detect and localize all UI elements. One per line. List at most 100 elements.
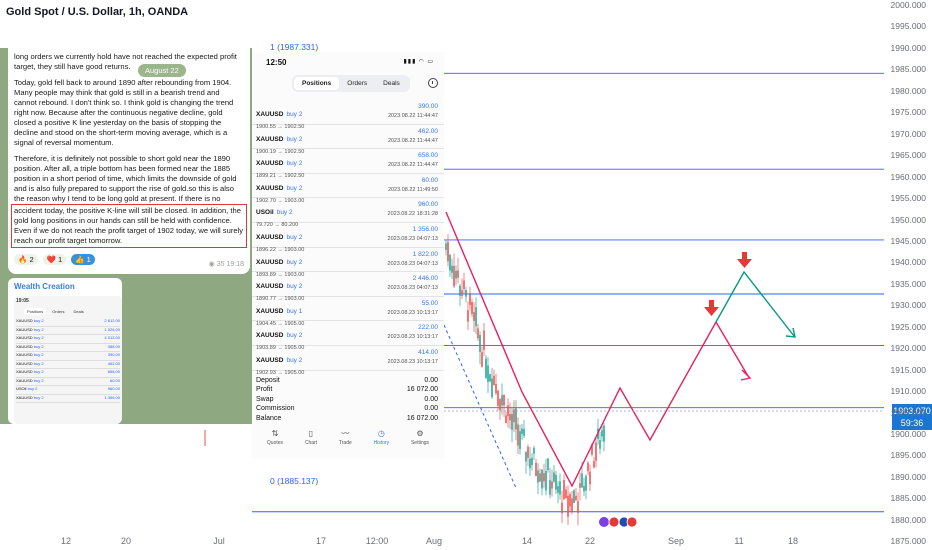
- mini-symbol: XAUUSD: [16, 326, 33, 332]
- position-row[interactable]: XAUUSD buy 2 1893.89 → 1903.00 1 822.00 2023…: [252, 248, 444, 278]
- reaction-heart[interactable]: ❤️ 1: [42, 254, 67, 265]
- candle-body: [525, 451, 527, 462]
- position-row[interactable]: XAUUSD buy 2 1890.77 → 1903.00 2 446.00 2023…: [252, 272, 444, 302]
- position-profit: 60.00: [421, 176, 438, 184]
- price-tick-label: 1940.000: [890, 257, 926, 268]
- channel-name[interactable]: Wealth Creation: [14, 282, 75, 291]
- position-symbol: USOil: [256, 209, 274, 217]
- message-paragraph-2: Therefore, it is definitely not possible…: [14, 154, 237, 203]
- position-profit: 462.00: [418, 127, 438, 135]
- candle-body: [559, 481, 561, 495]
- status-time: 12:50: [266, 58, 287, 67]
- nav-item-chart[interactable]: ▯ Chart: [305, 430, 317, 447]
- position-row[interactable]: XAUUSD buy 2 1899.21 → 1902.50 658.00 2023.0…: [252, 149, 444, 179]
- message-paragraph-1: Today, gold fell back to around 1890 aft…: [14, 78, 234, 147]
- candle-body: [457, 270, 459, 278]
- nav-item-quotes[interactable]: ⇅ Quotes: [267, 429, 283, 447]
- fire-icon: 🔥: [18, 255, 28, 264]
- candle-body: [599, 440, 601, 449]
- position-profit: 390.00: [418, 103, 438, 110]
- previous-message-text: long orders we currently hold have not r…: [14, 52, 237, 71]
- position-row[interactable]: XAUUSD buy 2 1900.19 → 1902.50 462.00 2023.0…: [252, 125, 444, 155]
- candle-body: [527, 446, 529, 458]
- candle-body: [453, 265, 455, 287]
- position-row[interactable]: XAUUSD buy 2 1903.89 → 1905.00 222.00 2023.0…: [252, 321, 444, 351]
- mini-value: 2 612.00: [104, 318, 120, 323]
- clock-icon[interactable]: [427, 78, 438, 88]
- nav-item-history[interactable]: ◷ History: [374, 430, 390, 447]
- candle-body: [543, 473, 545, 482]
- time-tick-label: Aug: [425, 536, 443, 546]
- nav-label: Settings: [410, 440, 430, 446]
- mini-position-row: XAUUSD buy 2 2 612.00: [16, 318, 120, 327]
- tab-orders[interactable]: Orders: [347, 79, 368, 87]
- position-time: 2023.08.23 10:13:17: [387, 358, 438, 365]
- position-profit: 960.00: [418, 201, 438, 209]
- reaction-count: 2: [29, 255, 34, 264]
- reactions-bar: 🔥 2 ❤️ 1 👍 1: [14, 254, 244, 265]
- price-tick-label: 1950.000: [890, 214, 926, 225]
- event-icons[interactable]: [599, 516, 638, 528]
- position-row[interactable]: XAUUSD buy 2 1900.55 → 1902.50 390.00 2023.0…: [252, 100, 444, 130]
- candle-body: [445, 243, 447, 250]
- message-meta: ◉ 35 19:18: [209, 260, 244, 270]
- price-tick-label: 1890.000: [890, 471, 926, 482]
- position-row[interactable]: XAUUSD buy 2 1902.70 → 1903.00 60.00 2023.08…: [252, 174, 444, 204]
- account-summary: Deposit 0.00 Profit 16 072.00 Swap 0.00 Commis…: [252, 377, 444, 425]
- mini-position-row: XAUUSD buy 2 1 356.00: [16, 395, 120, 403]
- candle-body: [595, 442, 597, 461]
- mini-side: buy 2: [33, 360, 44, 366]
- reaction-thumbs-up[interactable]: 👍 1: [71, 254, 95, 265]
- message-bubble[interactable]: long orders we currently hold have not r…: [8, 48, 250, 274]
- position-symbol: XAUUSD: [256, 111, 284, 118]
- candle-body: [539, 473, 541, 482]
- status-bar: 12:50 ▮▮▮ ◠ ▭: [252, 52, 444, 70]
- time-tick-label: 20: [120, 536, 132, 546]
- mini-position-row: XAUUSD buy 2 4 012.00: [16, 335, 120, 344]
- heart-icon: ❤️: [46, 255, 56, 264]
- position-row[interactable]: XAUUSD buy 2 1896.22 → 1903.00 1 356.00 2023…: [252, 223, 444, 253]
- position-row[interactable]: XAUUSD buy 1 1904.45 → 1905.00 55.00 2023.08…: [252, 297, 444, 327]
- tab-positions[interactable]: Positions: [294, 76, 340, 90]
- mini-tab: Orders: [52, 309, 65, 314]
- candle-body: [475, 307, 477, 327]
- nav-item-settings[interactable]: ⚙ Settings: [410, 430, 430, 447]
- positions-thumbnail[interactable]: 19:05 Positions Orders Deals XAUUSD buy …: [14, 296, 122, 424]
- price-axis[interactable]: 2000.000 1995.000 1990.000 1985.000 1980.000…: [884, 0, 932, 546]
- mini-side: buy 2: [33, 369, 44, 374]
- fib-top-label: 1 (1987.331): [270, 42, 319, 52]
- candle-body: [593, 461, 595, 468]
- position-row[interactable]: XAUUSD buy 2 1902.93 → 1905.00 414.00 2023.0…: [252, 346, 444, 376]
- mini-position-row: USOil buy 2 960.00: [16, 386, 120, 395]
- tab-deals[interactable]: Deals: [383, 79, 400, 87]
- mini-symbol: XAUUSD: [16, 352, 33, 357]
- mini-tab: Positions: [24, 308, 47, 315]
- summary-row: Deposit 0.00: [256, 377, 438, 387]
- forwarded-image-card[interactable]: Wealth Creation 19:05 Positions Orders D…: [8, 278, 122, 424]
- position-side: buy 2: [276, 209, 293, 217]
- position-profit: 222.00: [418, 324, 438, 332]
- position-prices: 1904.45 → 1905.00: [256, 320, 305, 327]
- time-axis[interactable]: 12 20 Jul 17 12:00 Aug 14 22 Sep 11 18: [0, 532, 932, 550]
- position-row[interactable]: USOil buy 2 79.720 → 80.200 960.00 2023.08.2…: [252, 198, 444, 228]
- candle-body: [467, 310, 469, 322]
- mini-symbol: XAUUSD: [16, 343, 33, 349]
- mini-value: 60.00: [109, 377, 120, 383]
- quotes-icon: ⇅: [271, 429, 279, 438]
- mini-position-row: XAUUSD buy 2 388.00: [16, 343, 120, 352]
- candle-body: [521, 428, 523, 434]
- candle-body: [461, 290, 463, 296]
- reaction-fire[interactable]: 🔥 2: [14, 254, 38, 265]
- candle-body: [535, 462, 537, 476]
- candle-body: [505, 415, 507, 424]
- price-tick-label: 1975.000: [890, 107, 926, 118]
- nav-item-trade[interactable]: 〰 Trade: [339, 430, 352, 447]
- candle-body: [537, 470, 539, 483]
- mini-value: 658.00: [107, 369, 120, 374]
- mini-symbol: XAUUSD: [16, 369, 33, 374]
- candle-body: [581, 473, 583, 488]
- mini-side: buy 2: [33, 377, 44, 383]
- summary-value: 0.00: [424, 395, 438, 403]
- candle-body: [523, 428, 525, 436]
